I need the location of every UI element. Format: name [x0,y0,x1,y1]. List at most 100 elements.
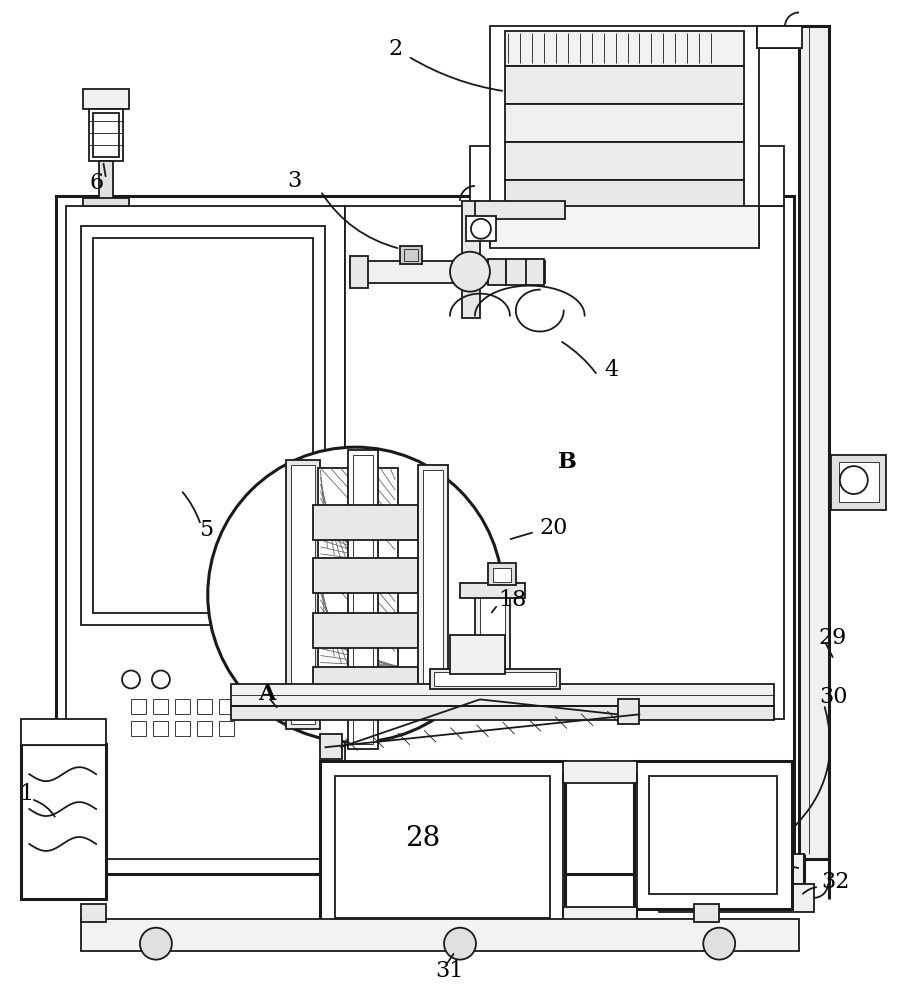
Text: 32: 32 [821,871,849,893]
Bar [290,465,315,724]
Bar [710,854,804,884]
Bar [694,904,719,922]
Bar [313,558,419,593]
Bar [313,613,419,648]
Bar [81,904,106,922]
Circle shape [450,252,490,292]
Text: 4: 4 [604,359,619,381]
Bar [348,450,378,749]
Bar [799,26,829,859]
Bar [313,667,419,702]
Bar [505,259,528,285]
Text: 30: 30 [819,686,847,708]
Bar [131,699,146,714]
Bar [470,146,784,206]
Bar [93,238,313,613]
Bar [99,161,113,199]
Bar [67,206,346,859]
Bar [404,249,419,261]
Bar [321,734,343,759]
Bar [480,595,505,679]
Bar [505,142,744,180]
Bar [81,919,799,951]
Circle shape [840,466,868,494]
Bar [313,505,419,540]
Text: 5: 5 [199,519,213,541]
Bar [505,104,744,142]
Bar [526,259,543,285]
Bar [346,206,784,719]
Bar [492,568,511,582]
Text: 28: 28 [405,825,441,852]
Text: 2: 2 [388,38,402,60]
Text: 20: 20 [540,517,568,539]
Circle shape [208,447,503,742]
Bar [617,699,639,724]
Bar [460,583,525,598]
Bar [353,455,373,744]
Bar [81,226,325,625]
Bar [650,776,777,894]
Bar [83,89,129,109]
Bar [197,721,212,736]
Circle shape [140,928,172,960]
Bar [434,672,555,686]
Text: 29: 29 [819,627,847,649]
Bar [153,721,168,736]
Bar [488,259,505,285]
Bar [505,66,744,104]
Bar [350,261,545,283]
Text: 6: 6 [89,172,103,194]
Bar [660,884,814,912]
Bar [757,26,802,48]
Bar [462,201,480,261]
Bar [462,283,480,318]
Bar [831,455,886,510]
Bar [21,719,106,745]
Text: A: A [259,683,276,705]
Bar [400,246,422,264]
Bar [321,761,565,931]
Circle shape [122,670,140,688]
Bar [231,706,774,720]
Text: 18: 18 [498,589,527,611]
Bar [475,590,510,684]
Bar [219,699,234,714]
Bar [56,196,794,874]
Bar [430,669,560,689]
Bar [505,180,744,218]
Bar [505,31,744,66]
Bar [423,470,443,689]
Bar [466,216,496,241]
Bar [419,465,448,694]
Bar [488,563,516,585]
Bar [490,26,760,246]
Bar [219,721,234,736]
Circle shape [152,670,170,688]
Bar [839,462,879,502]
Bar [490,206,760,248]
Bar [563,761,638,783]
Bar [93,113,119,157]
Bar [131,721,146,736]
Bar [335,776,550,918]
Bar [319,468,398,568]
Bar [197,699,212,714]
Bar [89,109,123,161]
Circle shape [444,928,476,960]
Text: 3: 3 [287,170,302,192]
Text: 1: 1 [19,783,33,805]
Bar [286,460,321,729]
Bar [450,635,505,674]
Circle shape [703,928,736,960]
Bar [319,570,398,669]
Bar [563,907,638,929]
Bar [175,699,189,714]
Text: B: B [558,451,577,473]
Bar [83,198,129,206]
Bar [21,744,106,899]
Text: 31: 31 [435,960,464,982]
Bar [231,684,774,706]
Bar [350,256,369,288]
Circle shape [471,219,491,239]
